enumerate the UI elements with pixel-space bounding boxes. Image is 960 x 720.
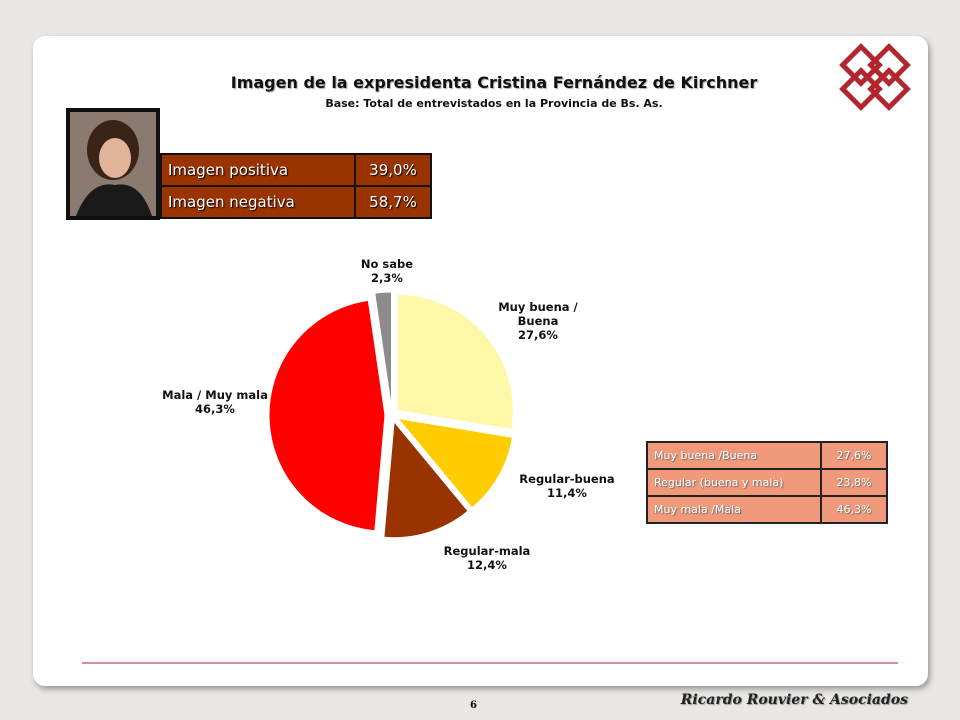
slice-name: Regular-buena: [519, 472, 615, 486]
cell: 46,3%: [820, 495, 888, 524]
slice-label: Muy buena / Buena 27,6%: [498, 300, 578, 342]
row: Imagen positiva 39,0%: [160, 153, 432, 187]
cell: Imagen positiva: [160, 153, 356, 187]
pie-slice: [396, 417, 514, 509]
cell: 23,8%: [820, 468, 888, 497]
cell: 39,0%: [354, 153, 432, 187]
cell: 58,7%: [354, 185, 432, 219]
chart-subtitle: Base: Total de entrevistados en la Provi…: [325, 97, 663, 110]
slice-value: 11,4%: [547, 486, 587, 500]
page-number: 6: [470, 700, 477, 711]
cell: Regular (buena y mala): [646, 468, 822, 497]
chart-title: Imagen de la expresidenta Cristina Ferná…: [230, 73, 758, 92]
slice-label: Mala / Muy mala 46,3%: [155, 388, 275, 416]
slice-name: Regular-mala: [443, 544, 531, 558]
slice-value: 46,3%: [195, 402, 235, 416]
legend-table: Muy buena /Buena 27,6% Regular (buena y m…: [646, 441, 888, 524]
photo: [66, 108, 160, 220]
slice-name: Mala / Muy mala: [162, 388, 268, 402]
brand: Ricardo Rouvier & Asociados: [680, 692, 908, 708]
summary-table: Imagen positiva 39,0% Imagen negativa 58,7…: [160, 153, 432, 219]
logo: [839, 43, 911, 111]
pie-slice: [396, 293, 514, 430]
cell: Muy buena /Buena: [646, 441, 822, 470]
pie-slice: [383, 420, 469, 539]
pie: [268, 291, 514, 539]
slice-label: No sabe 2,3%: [327, 257, 447, 285]
slice-value: 2,3%: [371, 271, 403, 285]
row: Muy mala /Mala 46,3%: [646, 495, 888, 524]
cell: Muy mala /Mala: [646, 495, 822, 524]
row: Imagen negativa 58,7%: [160, 185, 432, 219]
slice-label: Regular-buena 11,4%: [507, 472, 627, 500]
pie-slice: [268, 299, 386, 532]
row: Muy buena /Buena 27,6%: [646, 441, 888, 470]
slice-value: 27,6%: [518, 328, 558, 342]
slice-value: 12,4%: [467, 558, 507, 572]
slice-name: No sabe: [360, 257, 414, 271]
cell: Imagen negativa: [160, 185, 356, 219]
pie-slice: [374, 291, 392, 409]
cell: 27,6%: [820, 441, 888, 470]
slice-name: Muy buena / Buena: [498, 300, 578, 328]
row: Regular (buena y mala) 23,8%: [646, 468, 888, 497]
slice-label: Regular-mala 12,4%: [427, 544, 547, 572]
